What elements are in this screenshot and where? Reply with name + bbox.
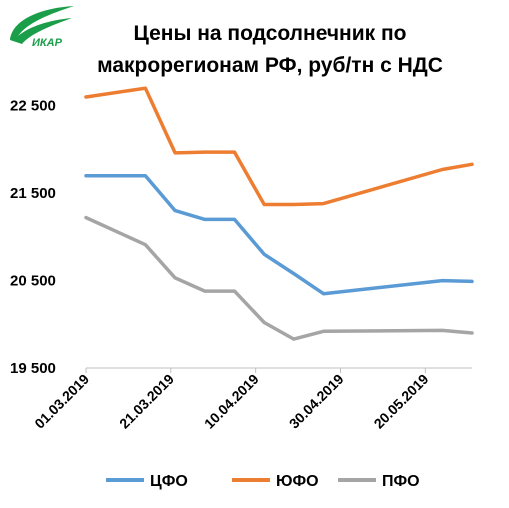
x-axis: 01.03.2019 21.03.2019 10.04.2019 30.04.2019…	[31, 368, 432, 432]
logo-text: ИКАР	[32, 37, 63, 49]
legend-label: ЦФО	[150, 473, 188, 490]
y-tick-label: 20 500	[10, 273, 56, 290]
legend-label: ЮФО	[276, 473, 319, 490]
ikar-logo: ИКАР	[10, 6, 74, 49]
y-tick-label: 19 500	[10, 360, 56, 377]
x-tick-label: 21.03.2019	[116, 371, 177, 432]
plot-area	[84, 86, 474, 341]
logo-leaf-icon	[10, 6, 74, 44]
chart-title-line-2: макрорегионам РФ, руб/тн с НДС	[97, 54, 443, 77]
x-tick-label: 20.05.2019	[371, 371, 432, 432]
x-tick-label: 01.03.2019	[31, 371, 92, 432]
legend: ЦФО ЮФО ПФО	[106, 473, 420, 490]
series-line-ПФО	[84, 215, 474, 341]
x-tick-label: 30.04.2019	[286, 371, 347, 432]
y-tick-label: 21 500	[10, 185, 56, 202]
series-line-ЮФО	[84, 86, 474, 207]
series-line-ЦФО	[84, 173, 474, 296]
legend-label: ПФО	[382, 473, 420, 490]
chart-title-line-1: Цены на подсолнечник по	[133, 22, 406, 45]
x-tick-label: 10.04.2019	[201, 371, 262, 432]
y-tick-label: 22 500	[10, 98, 56, 115]
y-axis: 19 500 20 500 21 500 22 500	[10, 98, 56, 377]
